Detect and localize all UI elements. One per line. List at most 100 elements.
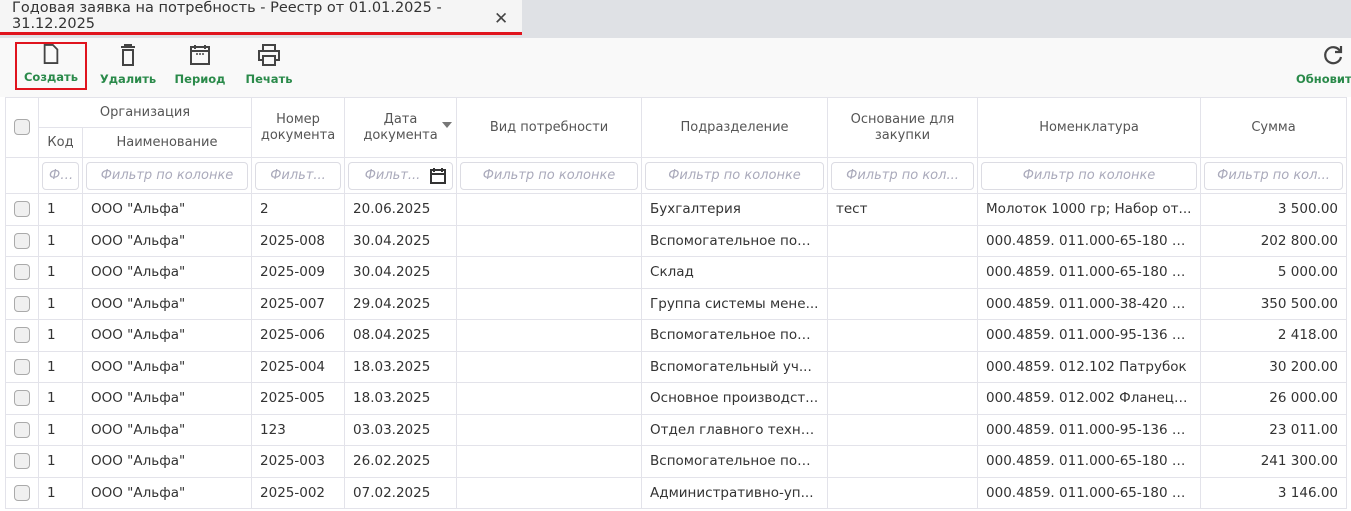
- cell-nomen: 000.4859. 012.102 Патрубок: [977, 350, 1202, 383]
- table-row[interactable]: 1 ООО "Альфа" 2025-009 30.04.2025 Склад 000.4…: [5, 256, 1348, 289]
- cell-sum: 5 000.00: [1200, 256, 1348, 289]
- cell-docdate: 26.02.2025: [344, 445, 458, 478]
- table-row[interactable]: 1 ООО "Альфа" 2025-006 08.04.2025 Вспомогате…: [5, 319, 1348, 352]
- header-docdate-label: Дата документа: [363, 111, 438, 143]
- cell-need: [456, 350, 643, 383]
- close-icon[interactable]: ✕: [494, 9, 509, 29]
- filter-nomen-input[interactable]: Фильтр по колонке: [981, 161, 1198, 190]
- filter-code-input[interactable]: Ф...: [42, 161, 79, 190]
- row-select-cell: [5, 256, 39, 289]
- cell-sum: 3 500.00: [1200, 193, 1348, 226]
- cell-org-name: ООО "Альфа": [81, 350, 253, 383]
- cell-dept: Вспомогательное под...: [641, 224, 829, 257]
- header-sum[interactable]: Сумма: [1200, 97, 1348, 158]
- table-row[interactable]: 1 ООО "Альфа" 2 20.06.2025 Бухгалтерия тест Мо…: [5, 193, 1348, 226]
- cell-dept: Группа системы мене...: [641, 287, 829, 320]
- header-code[interactable]: Код: [38, 127, 83, 158]
- period-label: Период: [174, 72, 226, 86]
- cell-dept: Вспомогательное под...: [641, 445, 829, 478]
- table-row[interactable]: 1 ООО "Альфа" 2025-008 30.04.2025 Вспомогате…: [5, 224, 1348, 257]
- cell-dept: Склад: [641, 256, 829, 289]
- header-name[interactable]: Наименование: [81, 127, 253, 158]
- filter-name-input[interactable]: Фильтр по колонке: [86, 161, 249, 190]
- create-button[interactable]: Создать: [15, 42, 87, 90]
- header-docnum[interactable]: Номер документа: [251, 97, 346, 158]
- filter-need-input[interactable]: Фильтр по колонке: [460, 161, 639, 190]
- cell-basis: [827, 476, 979, 509]
- cell-need: [456, 224, 643, 257]
- cell-docnum: 2025-002: [251, 476, 346, 509]
- cell-nomen: 000.4859. 011.000-65-180 М...: [977, 224, 1202, 257]
- header-dept[interactable]: Подразделение: [641, 97, 829, 158]
- header-basis[interactable]: Основание для закупки: [827, 97, 979, 158]
- calendar-icon: [190, 45, 210, 65]
- cell-basis: [827, 256, 979, 289]
- cell-org-name: ООО "Альфа": [81, 256, 253, 289]
- header-need[interactable]: Вид потребности: [456, 97, 643, 158]
- cell-docnum: 2025-008: [251, 224, 346, 257]
- create-label: Создать: [23, 70, 78, 84]
- cell-docnum: 2025-006: [251, 319, 346, 352]
- delete-button[interactable]: Удалить: [98, 42, 158, 90]
- table-row[interactable]: 1 ООО "Альфа" 2025-002 07.02.2025 Администра…: [5, 476, 1348, 509]
- delete-label: Удалить: [99, 72, 157, 86]
- cell-docnum: 2025-005: [251, 382, 346, 415]
- row-checkbox[interactable]: [14, 421, 30, 438]
- row-checkbox[interactable]: [14, 232, 30, 249]
- table-row[interactable]: 1 ООО "Альфа" 2025-007 29.04.2025 Группа сис…: [5, 287, 1348, 320]
- cell-basis: [827, 382, 979, 415]
- table-row[interactable]: 1 ООО "Альфа" 123 03.03.2025 Отдел главного …: [5, 413, 1348, 446]
- print-button[interactable]: Печать: [242, 42, 296, 90]
- cell-dept: Бухгалтерия: [641, 193, 829, 226]
- cell-code: 1: [38, 224, 83, 257]
- toolbar: Создать Удалить Период Печать Обновить: [0, 38, 1351, 97]
- filter-basis-input[interactable]: Фильтр по кол...: [831, 161, 975, 190]
- row-checkbox[interactable]: [14, 295, 30, 312]
- row-checkbox[interactable]: [14, 358, 30, 375]
- table-row[interactable]: 1 ООО "Альфа" 2025-004 18.03.2025 Вспомогате…: [5, 350, 1348, 383]
- row-checkbox[interactable]: [14, 453, 30, 470]
- period-button[interactable]: Период: [172, 42, 228, 90]
- cell-docnum: 2025-004: [251, 350, 346, 383]
- refresh-button[interactable]: Обновить: [1296, 42, 1351, 90]
- cell-need: [456, 413, 643, 446]
- calendar-icon[interactable]: [430, 167, 447, 184]
- filter-docnum-input[interactable]: Фильт...: [255, 161, 342, 190]
- filter-docdate-input[interactable]: Фильт...: [348, 161, 454, 190]
- cell-docnum: 123: [251, 413, 346, 446]
- row-checkbox[interactable]: [14, 201, 30, 218]
- row-select-cell: [5, 350, 39, 383]
- header-org: Организация: [37, 97, 253, 128]
- cell-org-name: ООО "Альфа": [81, 193, 253, 226]
- cell-code: 1: [38, 382, 83, 415]
- row-select-cell: [5, 319, 39, 352]
- sort-desc-icon[interactable]: [442, 122, 453, 133]
- cell-code: 1: [38, 476, 83, 509]
- row-checkbox[interactable]: [14, 390, 30, 407]
- header-nomen[interactable]: Номенклатура: [977, 97, 1202, 158]
- cell-org-name: ООО "Альфа": [81, 476, 253, 509]
- cell-code: 1: [38, 256, 83, 289]
- select-all-checkbox[interactable]: [14, 119, 30, 136]
- cell-basis: [827, 413, 979, 446]
- table-row[interactable]: 1 ООО "Альфа" 2025-005 18.03.2025 Основное п…: [5, 382, 1348, 415]
- tab-registry[interactable]: Годовая заявка на потребность - Реестр о…: [0, 0, 522, 35]
- cell-need: [456, 256, 643, 289]
- cell-org-name: ООО "Альфа": [81, 287, 253, 320]
- table-row[interactable]: 1 ООО "Альфа" 2025-003 26.02.2025 Вспомогате…: [5, 445, 1348, 478]
- row-select-cell: [5, 476, 39, 509]
- cell-docdate: 07.02.2025: [344, 476, 458, 509]
- row-select-cell: [5, 413, 39, 446]
- cell-basis: [827, 350, 979, 383]
- cell-sum: 3 146.00: [1200, 476, 1348, 509]
- cell-sum: 350 500.00: [1200, 287, 1348, 320]
- row-checkbox[interactable]: [14, 484, 30, 501]
- row-checkbox[interactable]: [14, 327, 30, 344]
- row-checkbox[interactable]: [14, 264, 30, 281]
- header-docdate[interactable]: Дата документа: [344, 97, 458, 158]
- cell-docnum: 2: [251, 193, 346, 226]
- cell-basis: [827, 319, 979, 352]
- refresh-icon: [1324, 46, 1343, 65]
- filter-dept-input[interactable]: Фильтр по колонке: [645, 161, 825, 190]
- filter-sum-input[interactable]: Фильтр по кол...: [1204, 161, 1344, 190]
